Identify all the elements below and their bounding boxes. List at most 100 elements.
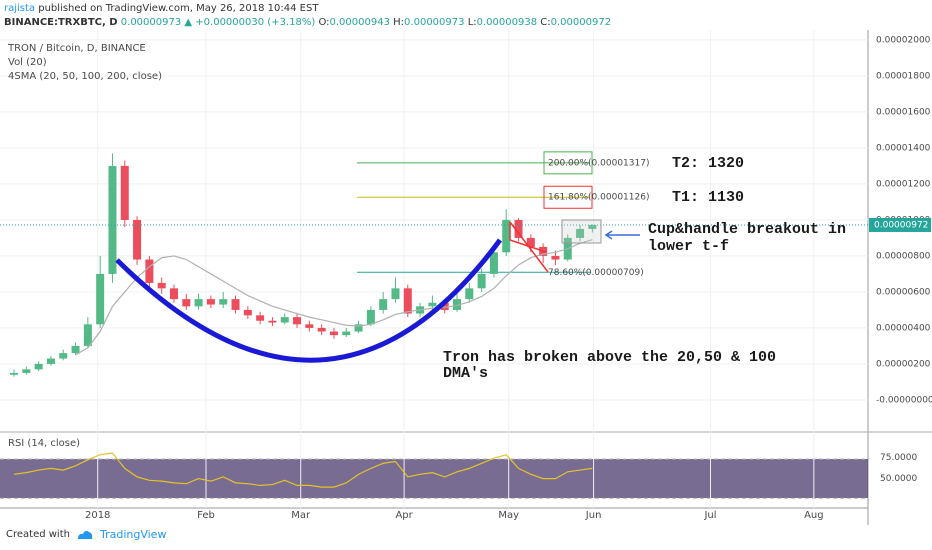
rsi-band [0,459,868,498]
ohlc-label: H: [393,17,405,28]
ohlc-label: O: [318,17,330,28]
candle-body [59,353,68,359]
candle-body [379,299,388,310]
sma-line [75,239,593,356]
y-tick-label: -0.00000000 [876,395,932,405]
annotation: T1: 1130 [672,189,744,206]
candle-body [133,219,142,260]
y-tick-label: 0.00000400 [876,323,931,333]
y-tick-label: 0.00000800 [876,251,931,261]
rsi-tick-label: 50.0000 [880,474,917,484]
candle-body [194,299,203,307]
candle-body [514,219,523,238]
y-tick-label: 0.00001600 [876,107,931,117]
fib-label: 78.60%(0.00000709) [548,268,644,278]
candle-body [145,259,154,283]
candle-body [403,288,412,314]
candle-body [71,345,80,354]
candle-body [391,288,400,300]
published: published on TradingView.com, May 26, 20… [38,3,319,14]
y-tick-label: 0.00001800 [876,71,931,81]
brand[interactable]: TradingView [99,528,167,541]
fib-box [543,185,593,209]
candle-body [329,331,338,336]
price: 0.00000973 [120,17,182,28]
annotation: Cup&handle breakout in [648,221,846,238]
candle-body [354,324,363,332]
fib-label: 200.00%(0.00001317) [548,158,649,168]
candle-body [157,282,166,289]
candle-body [268,320,277,323]
candle-body [293,317,302,325]
fib-label: 161.80%(0.00001126) [548,193,649,203]
annotation: T2: 1320 [672,155,744,172]
arrow [604,230,640,240]
header: rajista published on TradingView.com, Ma… [4,2,611,30]
footer: Created with TradingView [6,528,166,541]
candle-body [551,255,560,260]
fib-box [543,151,593,175]
candle-body [305,324,314,328]
candle-body [489,252,498,274]
candle-body [96,273,105,325]
candle-body [317,327,326,332]
candle-body [256,315,265,321]
candle-body [526,237,535,247]
ohlc-label: L: [467,17,477,28]
x-tick-label: 2018 [85,510,110,521]
ohlc-value: 0.00000972 [550,17,612,28]
x-tick-label: Mar [291,510,311,521]
candle-body [206,299,215,305]
candle-body [182,299,191,307]
ohlc: O:0.00000943 H:0.00000973 L:0.00000938 C… [318,17,611,28]
candle-body [169,288,178,300]
x-tick-label: Aug [804,510,824,521]
candle-body [46,358,55,364]
candle-body [366,309,375,325]
pane-subtitle: Vol (20) [8,57,47,68]
candle-body [10,372,19,375]
x-tick-label: May [498,510,519,521]
pane-title: TRON / Bitcoin, D, BINANCE [7,43,146,54]
annotation: lower t-f [648,238,729,255]
plot-bg [0,30,868,508]
annotation: Tron has broken above the 20,50 & 100 [443,349,776,366]
candle-body [477,273,486,289]
x-tick-label: Apr [395,510,413,521]
x-tick-label: Feb [197,510,215,521]
logo [77,530,93,539]
ohlc-value: 0.00000973 [404,17,465,28]
author[interactable]: rajista [4,3,36,14]
y-tick-label: 0.00002000 [876,35,931,45]
pane-subtitle: 4SMA (20, 50, 100, 200, close) [8,71,162,82]
x-tick-label: Jul [703,510,716,521]
rsi-title: RSI (14, close) [8,438,80,449]
y-tick-label: 0.00001200 [876,179,931,189]
rsi-line [13,452,593,488]
candle-body [440,302,449,310]
candle-body [588,224,597,229]
candle-body [428,302,437,307]
symbol: BINANCE:TRXBTC, D [4,17,118,28]
candle-body [280,317,289,323]
handle-pennant [509,221,549,273]
candle-body [243,309,252,316]
candle-body [231,299,240,310]
ohlc-value: 0.00000943 [329,17,390,28]
candle-body [22,369,31,373]
change: ▲ +0.00000030 (+3.18%) [184,17,316,28]
y-tick-label: 0.00001400 [876,143,931,153]
candle-body [576,228,585,238]
candle-body [108,165,117,274]
candle-body [342,331,351,336]
last-price-label: 0.00000972 [874,220,928,230]
annotation: DMA's [443,365,488,382]
candle-body [465,288,474,300]
candle-body [219,299,228,305]
rsi-tick-label: 75.0000 [880,453,917,463]
y-tick-label: 0.00000200 [876,359,931,369]
ohlc-label: C: [540,17,551,28]
candle-body [34,363,43,370]
